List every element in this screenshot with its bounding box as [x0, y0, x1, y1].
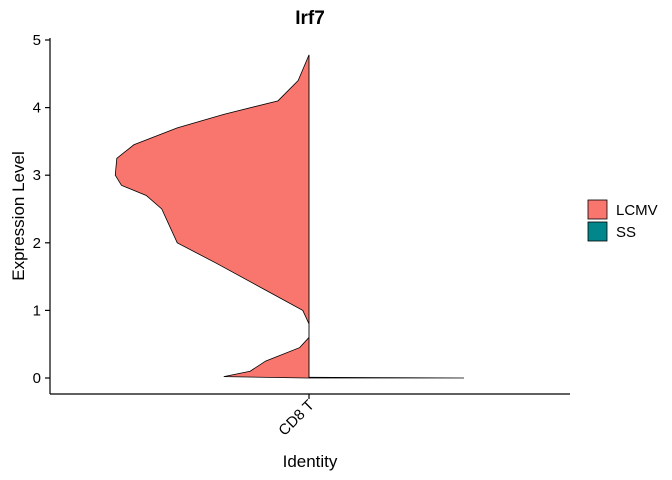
- chart-title: Irf7: [295, 8, 325, 29]
- legend-label-lcmv: LCMV: [616, 202, 658, 219]
- y-tick-label: 4: [33, 100, 41, 117]
- violin-lcmv: [114, 54, 310, 379]
- x-axis-title: Identity: [283, 452, 338, 471]
- y-tick-label: 2: [33, 235, 41, 252]
- x-tick-label: CD8 T: [275, 397, 317, 439]
- legend-key-ss: [587, 221, 608, 242]
- y-tick-label: 0: [33, 370, 41, 387]
- legend-label-ss: SS: [616, 224, 636, 241]
- x-axis-ticks: CD8 T: [275, 394, 318, 439]
- violin-ss: [308, 376, 465, 379]
- legend-key-lcmv: [587, 199, 608, 220]
- legend: LCMV SS: [587, 199, 658, 242]
- y-tick-label: 5: [33, 32, 41, 49]
- plot-area: [114, 54, 465, 379]
- y-tick-label: 3: [33, 167, 41, 184]
- y-tick-label: 1: [33, 302, 41, 319]
- y-axis-title: Expression Level: [9, 151, 28, 280]
- y-axis-ticks: 0 1 2 3 4 5: [33, 32, 50, 387]
